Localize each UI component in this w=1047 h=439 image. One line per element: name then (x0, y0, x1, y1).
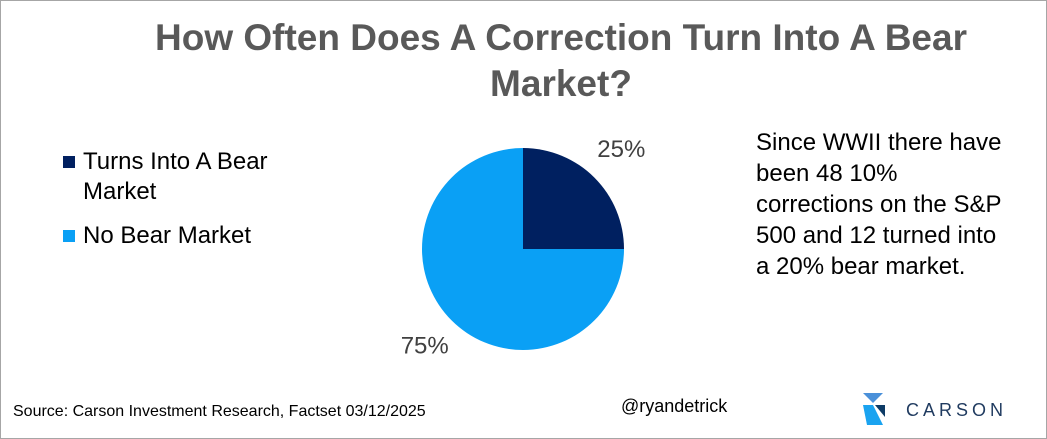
value-label: 75% (401, 333, 449, 360)
legend-swatch (63, 156, 75, 168)
logo-shape (875, 405, 885, 417)
logo-icon (863, 393, 885, 425)
legend-item: Turns Into A Bear Market (63, 147, 323, 207)
logo-shape (863, 393, 883, 403)
legend-label: No Bear Market (83, 222, 252, 249)
legend-label: Turns Into A Bear Market (83, 148, 268, 205)
value-label: 25% (597, 136, 645, 163)
handle: @ryandetrick (621, 396, 728, 416)
logo-shape (863, 405, 883, 425)
logo-text: CARSON (906, 400, 1008, 420)
source: Source: Carson Investment Research, Fact… (13, 403, 426, 420)
legend-swatch (63, 230, 75, 242)
legend: Turns Into A Bear Market No Bear Market (63, 147, 323, 265)
pie-slice (523, 148, 624, 249)
pie-slice (422, 148, 624, 350)
legend-item: No Bear Market (63, 221, 323, 251)
chart-title: How Often Does A Correction Turn Into A … (155, 17, 967, 104)
annotation: Since WWII there have been 48 10% correc… (756, 129, 1002, 280)
